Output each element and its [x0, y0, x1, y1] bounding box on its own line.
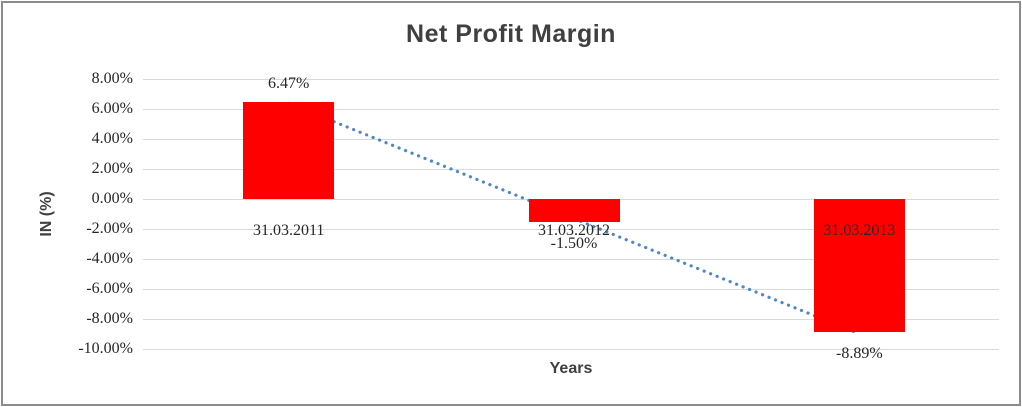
x-axis-title: Years [549, 360, 593, 377]
value-label: -8.89% [836, 345, 883, 363]
y-axis-title: IN (%) [38, 191, 55, 237]
y-tick-label: -10.00% [78, 340, 133, 357]
y-tick-label: 4.00% [91, 130, 133, 147]
category-label: 31.03.2013 [823, 222, 896, 239]
category-label: 31.03.2011 [252, 222, 325, 239]
y-tick-label: 6.00% [91, 100, 133, 117]
y-tick-label: 2.00% [91, 160, 133, 177]
y-tick-label: -4.00% [86, 250, 133, 267]
y-tick-label: 8.00% [91, 70, 133, 87]
category-label: 31.03.2012 [538, 222, 610, 239]
y-tick-label: -2.00% [86, 220, 133, 237]
y-tick-label: -6.00% [86, 280, 133, 297]
y-tick-label: 0.00% [91, 190, 133, 207]
bar [528, 199, 620, 222]
chart-title: Net Profit Margin [406, 20, 616, 48]
bar [243, 101, 335, 199]
value-label: 6.47% [267, 74, 310, 92]
value-label: -1.50% [550, 234, 598, 252]
y-tick-label: -8.00% [86, 310, 133, 327]
bar [813, 199, 905, 333]
